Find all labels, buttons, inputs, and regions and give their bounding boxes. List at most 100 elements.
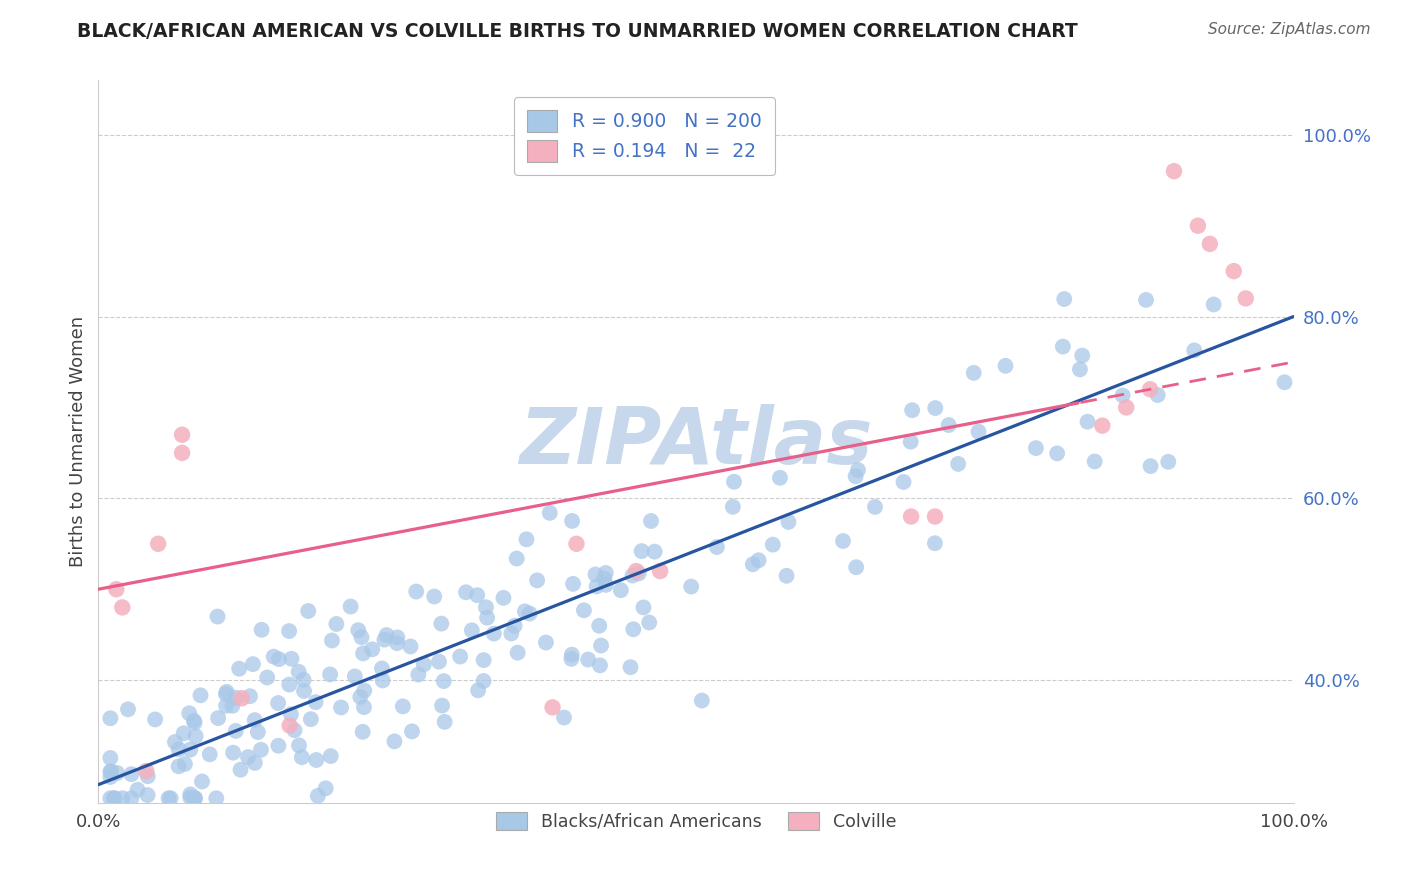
Point xyxy=(278,624,301,638)
Point xyxy=(427,655,450,669)
Point xyxy=(1111,388,1133,402)
Point xyxy=(561,648,583,662)
Point xyxy=(267,739,290,753)
Point xyxy=(205,791,228,805)
Point xyxy=(198,747,221,762)
Point xyxy=(482,626,505,640)
Point xyxy=(503,618,526,632)
Point xyxy=(384,734,406,748)
Point xyxy=(135,764,157,778)
Point xyxy=(136,788,159,802)
Point xyxy=(297,604,319,618)
Point xyxy=(690,693,713,707)
Point xyxy=(105,766,128,780)
Point xyxy=(501,626,523,640)
Point xyxy=(1071,349,1094,363)
Point xyxy=(506,646,529,660)
Point xyxy=(283,723,305,738)
Point xyxy=(1146,388,1168,402)
Point xyxy=(179,706,201,721)
Point xyxy=(526,574,548,588)
Point xyxy=(1163,164,1185,178)
Point xyxy=(1182,343,1205,358)
Point xyxy=(924,536,946,550)
Point xyxy=(576,652,599,666)
Point xyxy=(1139,459,1161,474)
Point xyxy=(157,791,180,805)
Point xyxy=(924,509,946,524)
Point xyxy=(292,684,315,698)
Point xyxy=(627,566,650,581)
Point xyxy=(562,577,585,591)
Point xyxy=(633,600,655,615)
Point xyxy=(454,585,477,599)
Point xyxy=(1053,292,1076,306)
Point xyxy=(553,710,575,724)
Point xyxy=(589,639,612,653)
Point xyxy=(98,751,122,765)
Point xyxy=(900,509,922,524)
Point xyxy=(593,572,616,586)
Point xyxy=(769,471,792,485)
Point xyxy=(179,742,201,756)
Point xyxy=(350,630,373,644)
Point xyxy=(98,791,122,805)
Point xyxy=(588,619,610,633)
Point xyxy=(465,588,488,602)
Point xyxy=(353,700,375,714)
Point xyxy=(472,673,495,688)
Point xyxy=(1052,340,1074,354)
Point xyxy=(243,756,266,770)
Point xyxy=(349,690,371,704)
Point xyxy=(361,642,384,657)
Point xyxy=(225,690,247,705)
Point xyxy=(315,781,337,796)
Text: BLACK/AFRICAN AMERICAN VS COLVILLE BIRTHS TO UNMARRIED WOMEN CORRELATION CHART: BLACK/AFRICAN AMERICAN VS COLVILLE BIRTH… xyxy=(77,22,1078,41)
Point xyxy=(321,633,343,648)
Point xyxy=(534,635,557,649)
Point xyxy=(385,636,408,650)
Point xyxy=(159,791,181,805)
Point xyxy=(98,711,122,725)
Point xyxy=(1202,297,1225,311)
Point xyxy=(706,540,728,554)
Point xyxy=(167,759,190,773)
Point xyxy=(172,446,194,460)
Point xyxy=(343,669,366,683)
Point xyxy=(741,558,763,572)
Point xyxy=(994,359,1017,373)
Point xyxy=(585,579,607,593)
Point xyxy=(900,434,922,449)
Point xyxy=(433,714,456,729)
Point xyxy=(352,724,374,739)
Point xyxy=(319,667,342,681)
Point xyxy=(630,544,652,558)
Point xyxy=(1157,455,1180,469)
Point xyxy=(626,564,648,578)
Point xyxy=(938,417,960,432)
Point xyxy=(143,713,166,727)
Point xyxy=(461,624,484,638)
Point xyxy=(1069,362,1091,376)
Point xyxy=(239,689,262,703)
Point xyxy=(392,699,415,714)
Point xyxy=(167,742,190,756)
Point xyxy=(610,583,633,598)
Point xyxy=(100,764,122,779)
Point xyxy=(111,791,134,805)
Point xyxy=(1187,219,1209,233)
Point xyxy=(288,739,311,753)
Point xyxy=(291,750,314,764)
Point xyxy=(565,537,588,551)
Point xyxy=(174,757,197,772)
Point xyxy=(644,544,666,558)
Point xyxy=(184,791,207,805)
Point xyxy=(1199,236,1222,251)
Point xyxy=(136,769,159,783)
Point xyxy=(371,661,394,675)
Point xyxy=(299,712,322,726)
Point xyxy=(339,599,361,614)
Point xyxy=(1046,446,1069,460)
Point xyxy=(148,537,170,551)
Point xyxy=(191,774,214,789)
